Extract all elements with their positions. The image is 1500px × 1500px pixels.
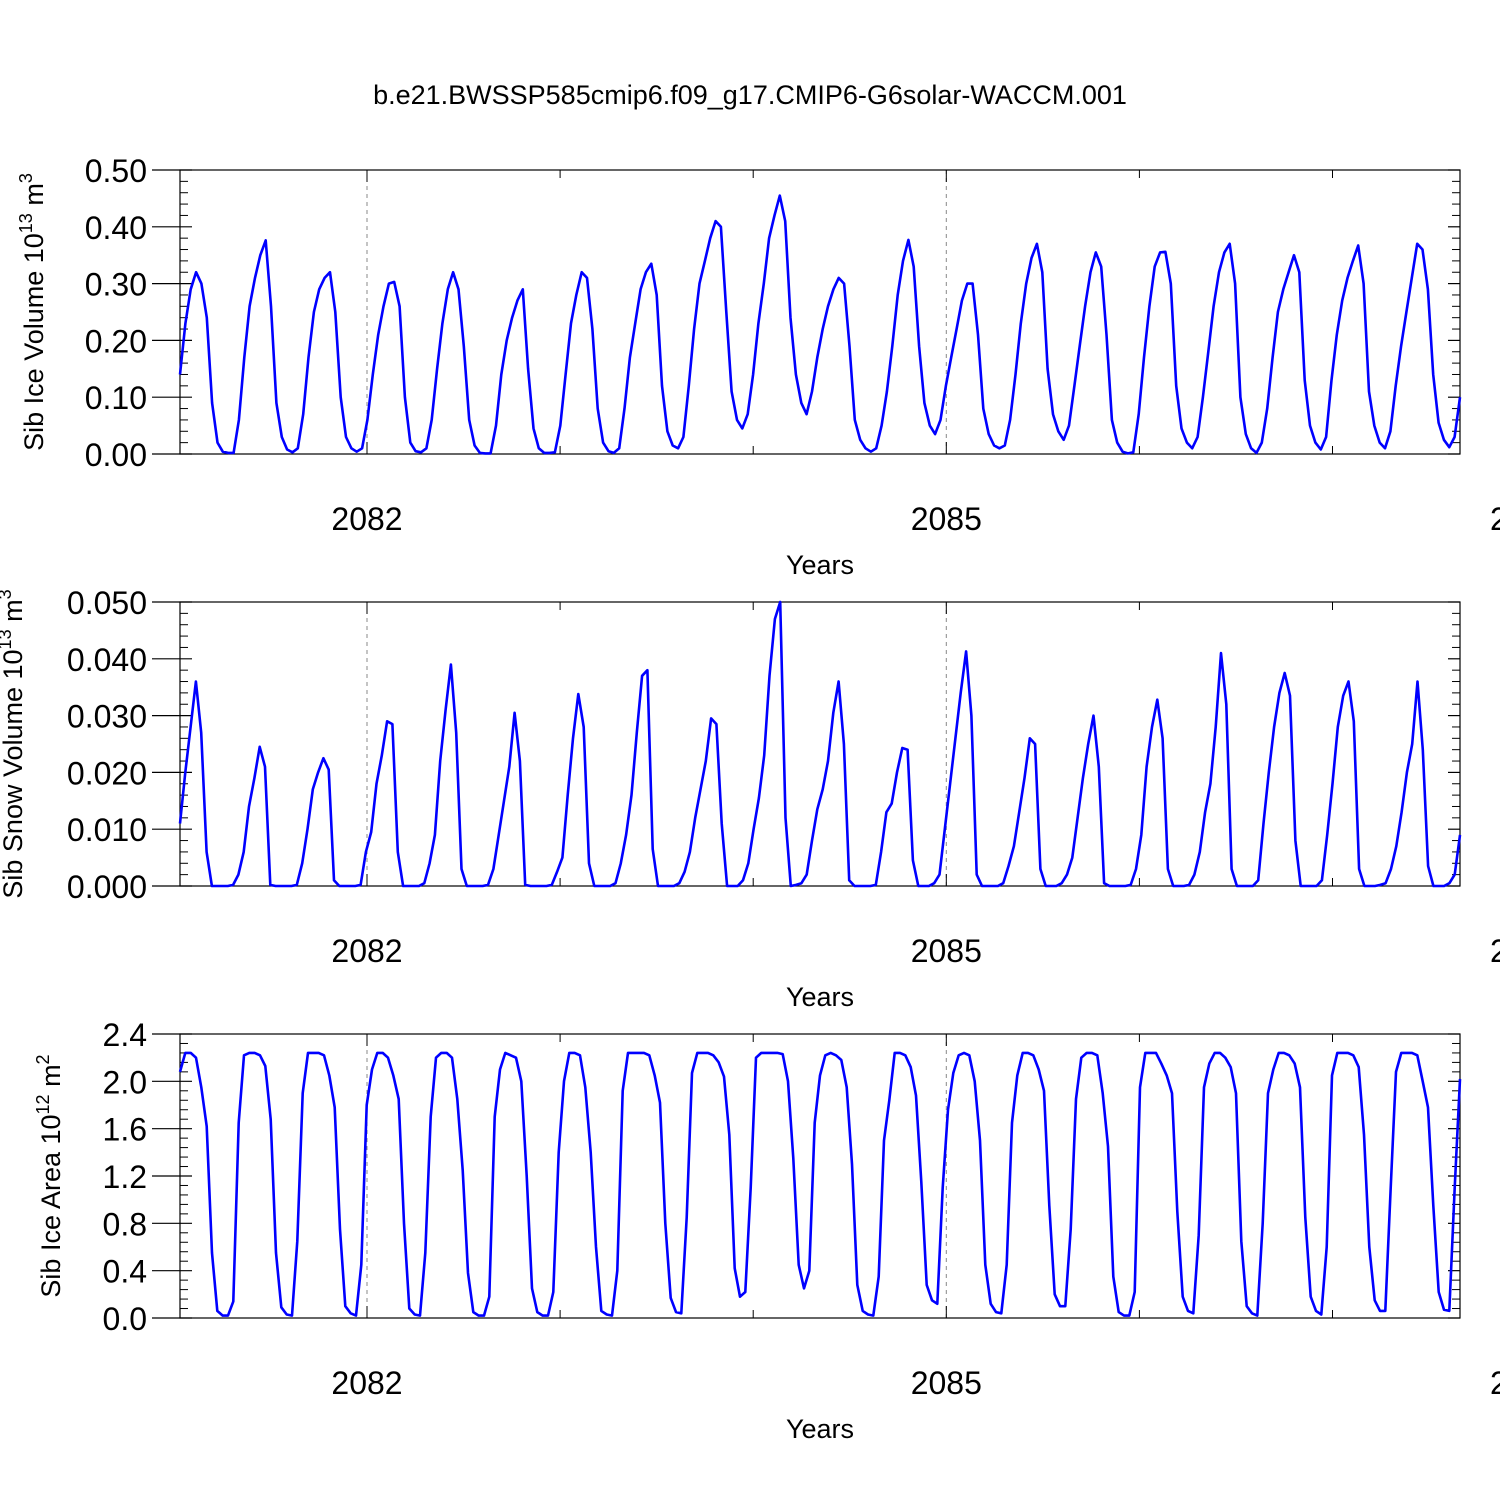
x-axis-label: Years <box>786 982 854 1012</box>
y-tick-label: 0.8 <box>103 1206 147 1242</box>
y-axis-label: Sib Ice Volume 1013 m3 <box>16 173 49 451</box>
series-line <box>178 194 1462 455</box>
x-tick-label: 2082 <box>331 1365 402 1401</box>
y-tick-label: 0.040 <box>67 642 147 678</box>
chart-panel-2: 0.000 0.010 0.020 0.030 0.040 0.050 2082 2085 20… <box>0 585 1500 1012</box>
chart-title: b.e21.BWSSP585cmip6.f09_g17.CMIP6-G6sola… <box>373 80 1127 110</box>
x-tick-label: 2085 <box>911 501 982 537</box>
y-tick-label: 0.20 <box>85 323 147 359</box>
y-tick-label: 2.4 <box>103 1017 147 1053</box>
y-tick-label: 0.030 <box>67 699 147 735</box>
y-tick-label: 1.6 <box>103 1112 147 1148</box>
chart-panel-3: 0.00.40.81.21.62.02.42082208520882091209… <box>33 1017 1500 1444</box>
y-tick-label: 0.40 <box>85 210 147 246</box>
x-tick-label: 2088 <box>1490 933 1500 969</box>
y-tick-label: 0.020 <box>67 755 147 791</box>
y-tick-label: 0.0 <box>103 1301 147 1337</box>
plot-frame <box>179 601 1461 887</box>
x-tick-label: 2082 <box>331 501 402 537</box>
plot-frame <box>179 169 1461 455</box>
x-tick-label: 2085 <box>911 933 982 969</box>
y-tick-label: 0.000 <box>67 869 147 905</box>
y-axis-label: Sib Snow Volume 1013 m3 <box>0 589 28 898</box>
y-tick-label: 0.50 <box>85 153 147 189</box>
x-axis-label: Years <box>786 550 854 580</box>
x-axis-label: Years <box>786 1414 854 1444</box>
x-tick-label: 2085 <box>911 1365 982 1401</box>
chart-panel-1: 0.000.100.200.300.400.502082208520882091… <box>16 153 1500 580</box>
x-tick-label: 2088 <box>1490 501 1500 537</box>
y-tick-label: 2.0 <box>103 1064 147 1100</box>
series-line <box>178 600 1462 888</box>
y-tick-label: 0.4 <box>103 1254 147 1290</box>
y-tick-label: 0.050 <box>67 585 147 621</box>
x-tick-label: 2088 <box>1490 1365 1500 1401</box>
x-tick-label: 2082 <box>331 933 402 969</box>
y-tick-label: 0.30 <box>85 267 147 303</box>
y-axis-label: Sib Ice Area 1012 m2 <box>33 1054 66 1297</box>
y-tick-label: 0.10 <box>85 380 147 416</box>
series-line <box>178 1051 1462 1317</box>
y-tick-label: 0.00 <box>85 437 147 473</box>
y-tick-label: 1.2 <box>103 1159 147 1195</box>
y-tick-label: 0.010 <box>67 812 147 848</box>
